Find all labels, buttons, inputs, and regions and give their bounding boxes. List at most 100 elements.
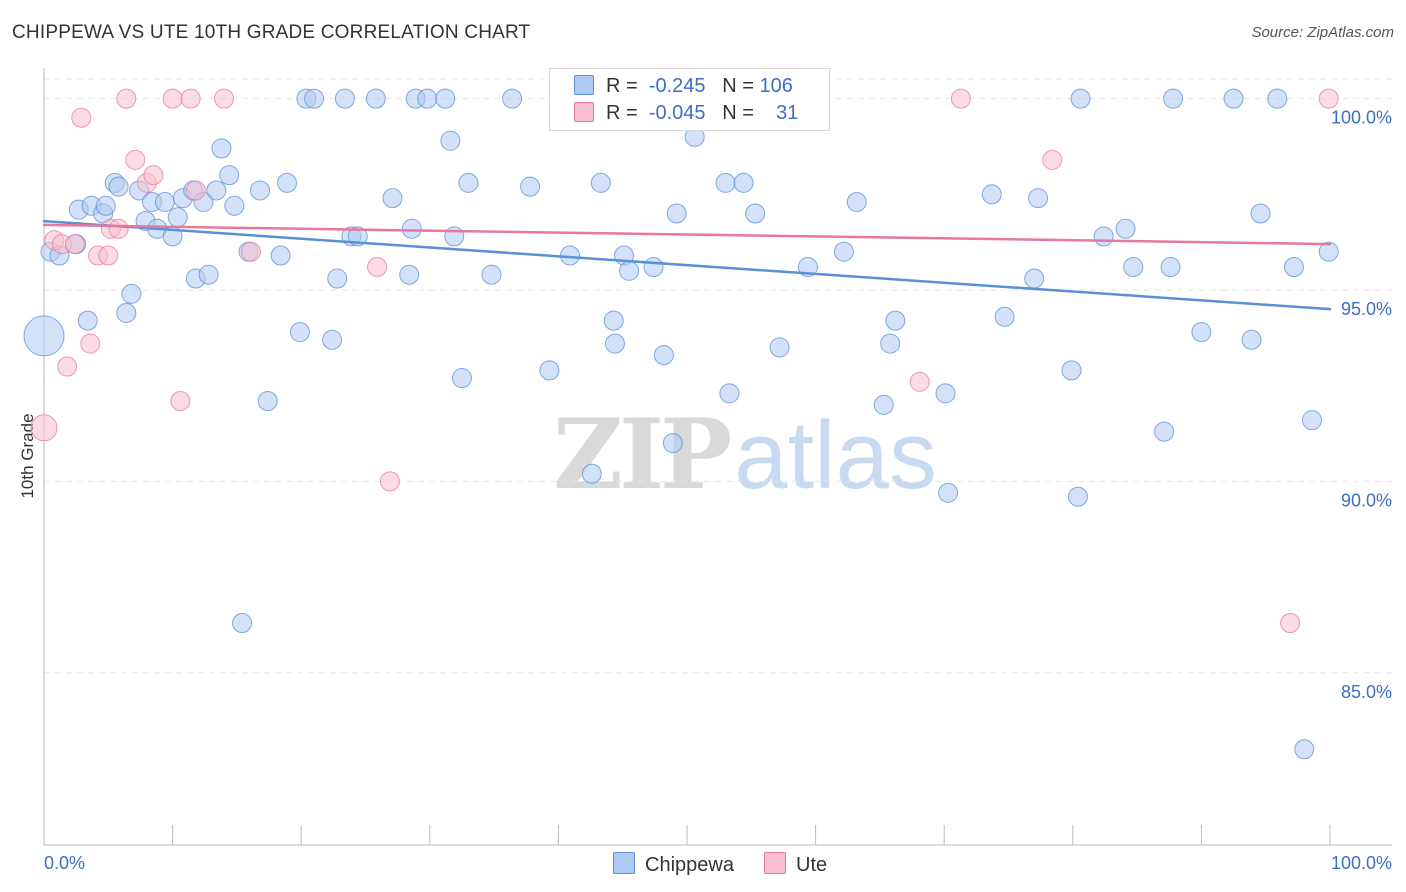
chippewa-point <box>1267 88 1288 109</box>
legend-swatch-chippewa <box>574 75 594 95</box>
chippewa-point <box>224 195 245 216</box>
chippewa-point <box>666 203 687 224</box>
chippewa-point <box>1163 88 1184 109</box>
bottom-legend-label-chippewa: Chippewa <box>645 854 734 876</box>
ute-point <box>71 107 92 128</box>
ute-point <box>98 245 119 266</box>
chippewa-point <box>327 268 348 289</box>
ute-point <box>162 88 183 109</box>
chippewa-point <box>520 176 541 197</box>
chippewa-point <box>95 195 116 216</box>
chippewa-point <box>1067 486 1088 507</box>
bottom-legend-label-ute: Ute <box>796 854 828 876</box>
ute-point <box>185 180 206 201</box>
chippewa-point <box>108 176 129 197</box>
chippewa-point <box>219 165 240 186</box>
chippewa-point <box>23 315 65 357</box>
ute-point <box>108 218 129 239</box>
chippewa-point <box>1024 268 1045 289</box>
ute-point <box>170 391 191 411</box>
legend-n-value: 106 <box>759 75 793 97</box>
chippewa-trend-line <box>42 219 1332 311</box>
chippewa-point <box>643 257 664 278</box>
ute-point <box>379 471 400 492</box>
chippewa-point <box>590 172 611 193</box>
ute-point <box>64 234 85 255</box>
chippewa-point <box>451 368 472 389</box>
x-tick-label-min: 0.0% <box>44 853 85 873</box>
chippewa-point <box>1061 360 1082 381</box>
chippewa-point <box>1028 188 1049 209</box>
chippewa-point <box>1241 329 1262 350</box>
ute-point <box>80 333 101 354</box>
chippewa-point <box>745 203 766 224</box>
source-label: Source: ZipAtlas.com <box>1251 24 1394 41</box>
grid-lines <box>44 78 1392 674</box>
legend-n-label: N = <box>722 75 754 97</box>
chippewa-point <box>270 245 291 266</box>
chippewa-point <box>719 383 740 404</box>
chippewa-point <box>715 172 736 193</box>
chippewa-point <box>277 172 298 193</box>
ute-point <box>57 356 78 377</box>
trend-lines <box>42 219 1332 311</box>
chippewa-point <box>1301 410 1322 431</box>
chippewa-point <box>1160 257 1181 278</box>
chippewa-point <box>334 88 355 109</box>
correlation-legend: R = -0.245 N = 106 R = -0.045 N = 31 <box>549 68 830 131</box>
chippewa-point <box>880 333 901 354</box>
chippewa-point <box>1070 88 1091 109</box>
watermark-atlas: atlas <box>734 402 937 509</box>
chippewa-point <box>1223 88 1244 109</box>
watermark-zip: ZIP <box>553 398 732 511</box>
chippewa-point <box>885 310 906 331</box>
watermark: ZIPatlas <box>553 398 937 511</box>
y-tick-label: 95.0% <box>1341 299 1392 319</box>
ute-trend-line <box>42 223 1332 246</box>
chippewa-point <box>435 88 456 109</box>
ute-point <box>241 241 262 262</box>
chippewa-point <box>994 306 1015 327</box>
chippewa-point <box>77 310 98 331</box>
y-tick-label: 100.0% <box>1331 108 1392 128</box>
axes <box>43 68 1392 846</box>
chippewa-point <box>662 433 683 454</box>
chippewa-point <box>653 345 674 366</box>
chippewa-point <box>769 337 790 358</box>
chippewa-point <box>440 130 461 151</box>
chippewa-point <box>417 88 438 109</box>
ute-point <box>30 414 58 442</box>
chippewa-point <box>1191 322 1212 343</box>
bottom-legend-ute: Ute <box>764 852 827 877</box>
chippewa-point <box>121 283 142 304</box>
chippewa-point <box>1283 257 1304 278</box>
chippewa-point <box>797 257 818 278</box>
bottom-legend-swatch-ute <box>764 852 786 874</box>
legend-r-value: -0.245 <box>648 75 706 97</box>
chippewa-point <box>289 322 310 343</box>
chippewa-point <box>846 191 867 212</box>
ute-point <box>1280 613 1301 633</box>
chippewa-point <box>604 333 625 354</box>
chippewa-point <box>167 207 188 228</box>
chippewa-point <box>1294 739 1315 760</box>
chippewa-point <box>581 463 602 484</box>
chippewa-point <box>733 172 754 193</box>
legend-r-label: R = <box>606 102 638 124</box>
chippewa-point <box>365 88 386 109</box>
chippewa-point <box>116 302 137 323</box>
chippewa-point <box>1318 241 1339 262</box>
y-tick-label: 90.0% <box>1341 490 1392 510</box>
chippewa-point <box>304 88 325 109</box>
chippewa-point <box>873 394 894 415</box>
y-axis-label: 10th Grade <box>18 413 37 498</box>
chippewa-point <box>257 391 278 411</box>
legend-row-ute: R = -0.045 N = 31 <box>574 102 798 126</box>
ute-point <box>950 88 971 109</box>
x-tick-label-max: 100.0% <box>1331 853 1392 873</box>
chippewa-point <box>211 138 232 159</box>
chippewa-point <box>938 482 959 503</box>
chart-title: CHIPPEWA VS UTE 10TH GRADE CORRELATION C… <box>12 22 531 43</box>
chippewa-point <box>206 180 227 201</box>
chippewa-point <box>322 329 343 350</box>
